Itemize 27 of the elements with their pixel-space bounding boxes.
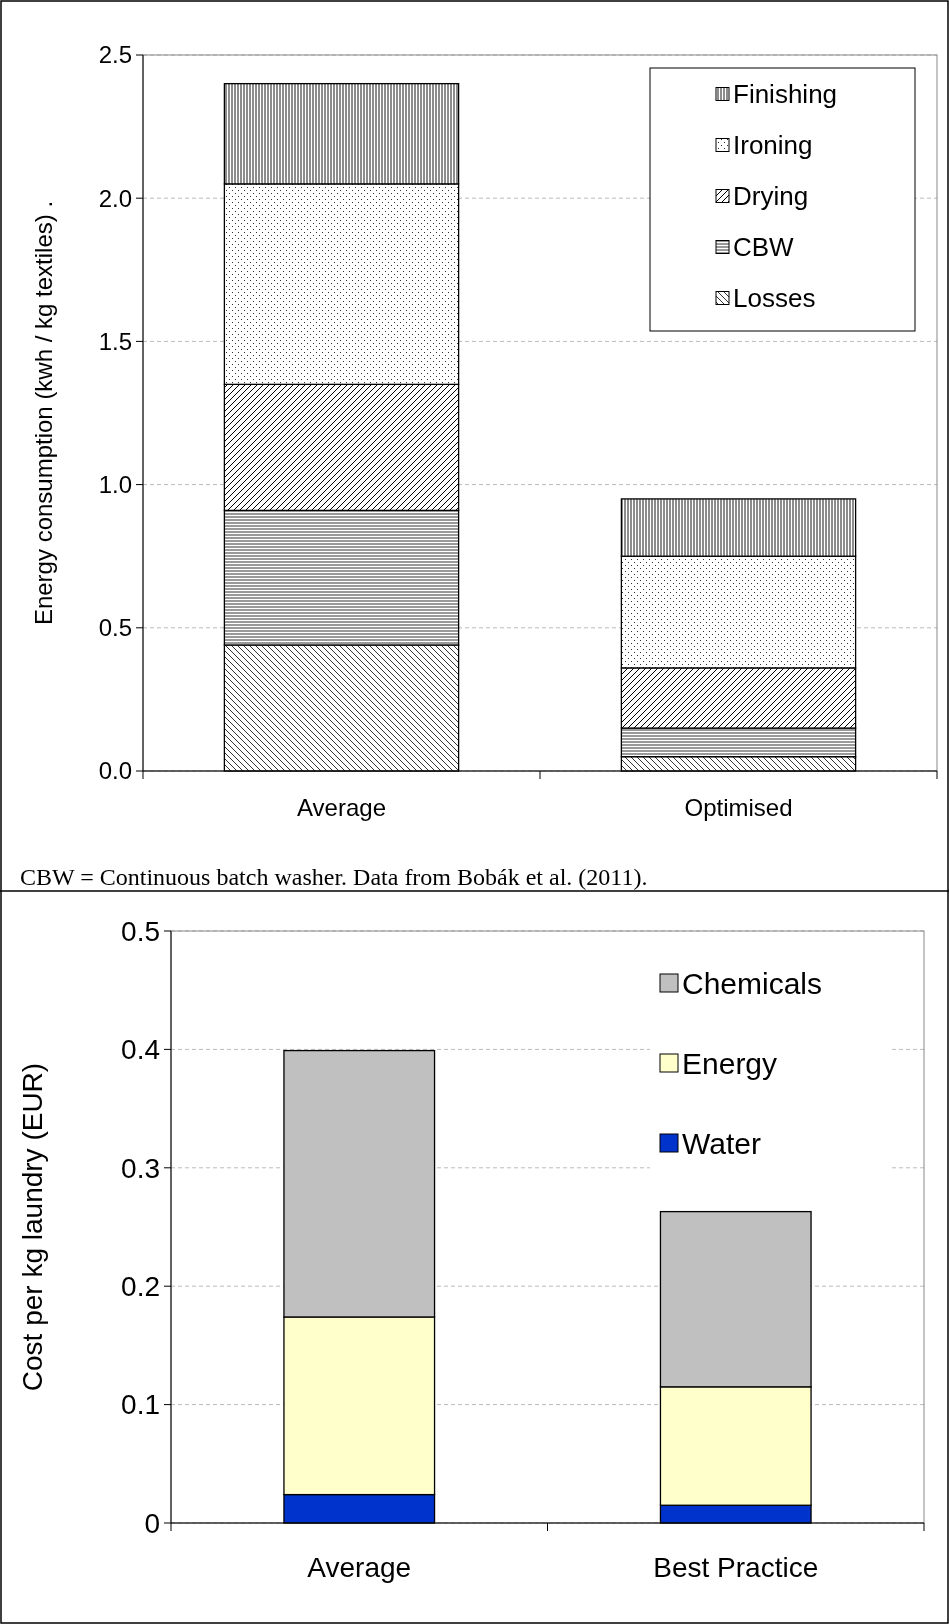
y-tick-label: 0 [144,1507,160,1539]
legend-label: Ironing [733,130,813,161]
x-tick-label: Optimised [684,794,793,821]
y-tick-label: 0.4 [121,1034,160,1066]
legend-label: Energy [682,1046,778,1080]
legend-label: CBW [733,232,795,263]
x-tick-label: Average [307,1552,412,1583]
legend-label: Losses [733,283,816,314]
y-tick-label: 0.2 [121,1271,160,1302]
text: CBW = Continuous batch washer. Data from Bobák et al. (2011). [20,864,648,890]
y-tick-label: 1.5 [98,327,132,355]
legend-label: Water [682,1126,761,1160]
y-tick-label: 2.0 [98,184,132,212]
y-tick-label: 0.0 [98,757,132,785]
x-tick-label: Best Practice [653,1552,819,1583]
legend-label: Chemicals [682,966,823,1000]
y-tick-label: 0.3 [121,1152,160,1184]
legend-label: Finishing [733,79,838,110]
y-tick-label: 1.0 [98,471,132,498]
y-tick-label: 0.5 [98,614,132,642]
y-tick-label: 0.5 [121,915,160,947]
y-tick-label: 2.5 [98,41,132,69]
legend-label: Drying [733,181,809,212]
y-axis-title: Energy consumption (kwh / kg textiles) . [30,200,57,626]
y-axis-title: Cost per kg laundry (EUR) [17,1062,48,1392]
x-tick-label: Average [297,794,386,821]
y-tick-label: 0.1 [121,1389,160,1421]
